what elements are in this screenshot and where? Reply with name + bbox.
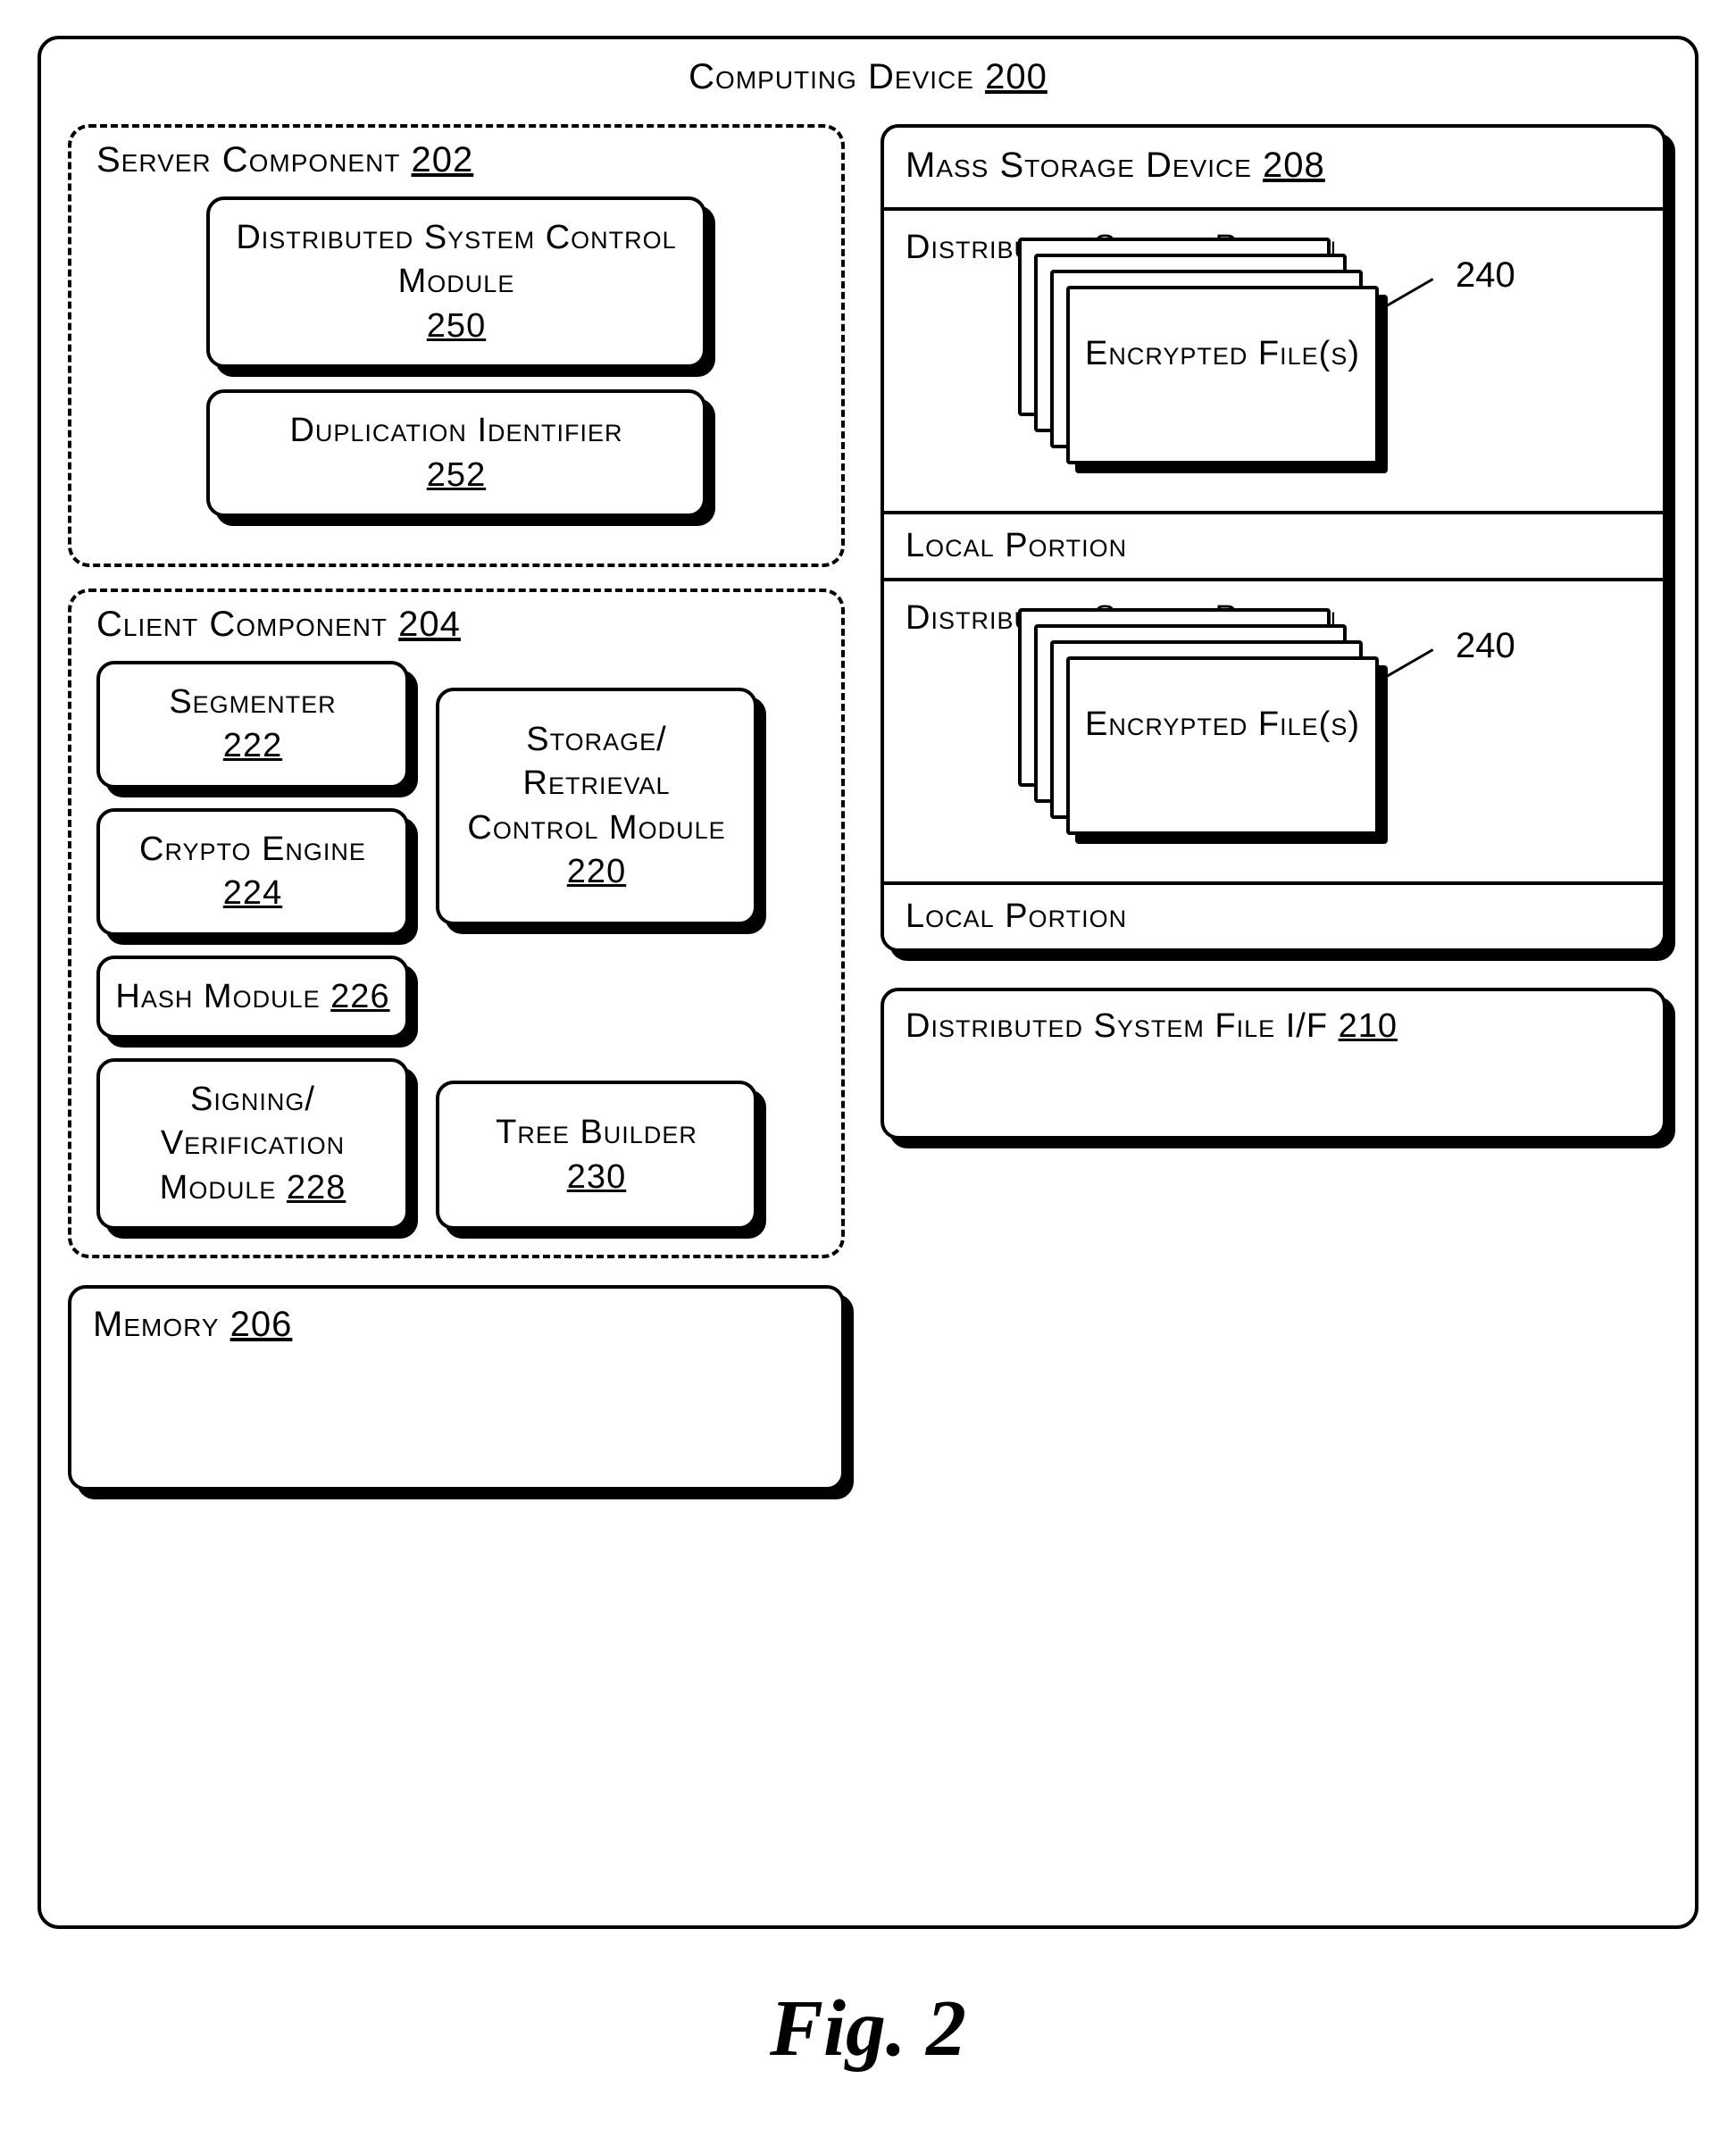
callout-ref: 240 (1456, 626, 1515, 666)
module-ref: 252 (427, 456, 486, 494)
server-title: Server Component 202 (96, 140, 816, 180)
client-grid: Segmenter 222 Crypto Engine 224 (96, 661, 816, 1230)
memory-ref: 206 (230, 1305, 293, 1344)
module-tree-builder: Tree Builder 230 (436, 1081, 757, 1230)
module-label: Storage/ Retrieval Control Module (467, 721, 725, 847)
device-ref: 200 (985, 57, 1047, 96)
client-ref: 204 (398, 605, 461, 644)
module-dup-id: Duplication Identifier 252 (206, 389, 706, 517)
server-component-box: Server Component 202 Distributed System … (68, 124, 845, 567)
local-portion-2: Local Portion (884, 881, 1663, 948)
right-column: Mass Storage Device 208 Distributed Syst… (881, 124, 1666, 1490)
left-column: Server Component 202 Distributed System … (68, 124, 845, 1490)
module-dscm: Distributed System Control Module 250 (206, 196, 706, 368)
client-title-text: Client Component (96, 605, 388, 644)
columns: Server Component 202 Distributed System … (68, 124, 1668, 1490)
module-ref: 230 (567, 1158, 626, 1196)
client-component-box: Client Component 204 Segmenter 222 (68, 589, 845, 1258)
storage-title-text: Mass Storage Device (906, 146, 1252, 185)
module-label: Duplication Identifier (289, 412, 622, 449)
storage-wrap: Mass Storage Device 208 Distributed Syst… (881, 124, 1666, 952)
module-storage-retrieval: Storage/ Retrieval Control Module 220 (436, 688, 757, 925)
memory-title: Memory (93, 1305, 220, 1344)
module-segmenter: Segmenter 222 (96, 661, 409, 789)
callout-ref: 240 (1456, 255, 1515, 296)
device-title: Computing Device 200 (68, 57, 1668, 97)
module-ref: 220 (567, 853, 626, 890)
storage-title: Mass Storage Device 208 (884, 128, 1663, 207)
server-title-text: Server Component (96, 140, 400, 180)
module-signing: Signing/ Verification Module 228 (96, 1058, 409, 1230)
storage-portion-2: Distributed System Portion Encrypted Fil… (884, 578, 1663, 881)
device-title-text: Computing Device (689, 57, 974, 96)
computing-device-box: Computing Device 200 Server Component 20… (38, 36, 1698, 1929)
client-right-col: Storage/ Retrieval Control Module 220 Tr… (436, 661, 757, 1230)
local-portion-1: Local Portion (884, 511, 1663, 578)
storage-ref: 208 (1263, 146, 1325, 185)
memory-wrap: Memory 206 (68, 1285, 845, 1490)
module-label: Tree Builder (496, 1114, 697, 1151)
module-ref: 224 (223, 874, 282, 912)
client-title: Client Component 204 (96, 605, 816, 645)
server-ref: 202 (412, 140, 474, 180)
dif-wrap: Distributed System File I/F 210 (881, 988, 1666, 1140)
module-ref: 226 (330, 978, 389, 1015)
file-stack: Encrypted File(s) (1018, 608, 1393, 849)
file-label: Encrypted File(s) (1070, 332, 1375, 376)
module-label: Hash Module (115, 978, 320, 1015)
dif-box: Distributed System File I/F 210 (881, 988, 1666, 1140)
module-ref: 228 (287, 1169, 346, 1206)
module-label: Distributed System Control Module (236, 219, 676, 300)
module-label: Segmenter (169, 683, 336, 721)
memory-box: Memory 206 (68, 1285, 845, 1490)
storage-portion-1: Distributed System Portion Encrypted Fil… (884, 207, 1663, 511)
client-left-col: Segmenter 222 Crypto Engine 224 (96, 661, 409, 1230)
module-crypto: Crypto Engine 224 (96, 808, 409, 936)
module-hash: Hash Module 226 (96, 956, 409, 1039)
module-ref: 222 (223, 727, 282, 764)
file-stack: Encrypted File(s) (1018, 238, 1393, 479)
dif-title: Distributed System File I/F (906, 1007, 1328, 1045)
storage-box: Mass Storage Device 208 Distributed Syst… (881, 124, 1666, 952)
module-ref: 250 (427, 307, 486, 345)
module-label: Crypto Engine (139, 831, 366, 868)
figure-caption: Fig. 2 (36, 1983, 1700, 2075)
file-label: Encrypted File(s) (1070, 703, 1375, 747)
dif-ref: 210 (1339, 1007, 1398, 1045)
server-modules: Distributed System Control Module 250 Du… (96, 196, 816, 517)
